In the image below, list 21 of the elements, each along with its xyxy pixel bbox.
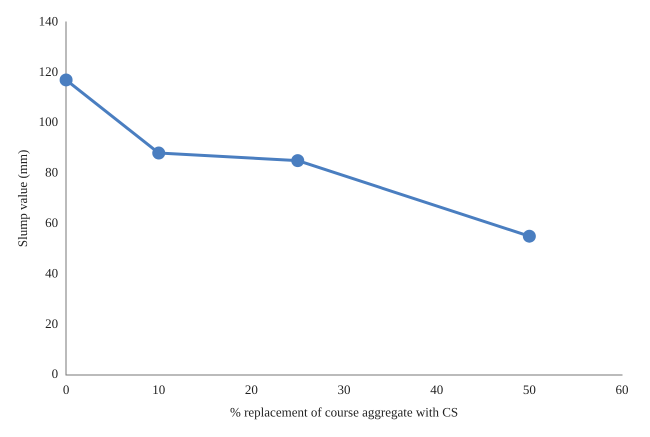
y-axis-title: Slump value (mm) bbox=[15, 150, 30, 248]
x-tick-label: 30 bbox=[338, 382, 351, 398]
y-tick-label: 20 bbox=[45, 316, 58, 331]
y-tick-label: 120 bbox=[38, 64, 58, 79]
x-tick-label: 20 bbox=[244, 382, 258, 398]
x-tick-label: 40 bbox=[430, 382, 444, 398]
x-tick-label: 0 bbox=[62, 382, 70, 398]
point bbox=[291, 154, 304, 168]
x-tick-label: 60 bbox=[616, 382, 628, 398]
y-tick-label: 0 bbox=[52, 366, 58, 382]
y-tick-label: 80 bbox=[45, 164, 58, 180]
y-tick-label: 140 bbox=[38, 13, 58, 28]
x-axis-title: % replacement of course aggregate with CS bbox=[230, 404, 458, 420]
point bbox=[152, 146, 166, 160]
x-tick-label: 10 bbox=[152, 382, 166, 398]
y-tick-label: 60 bbox=[45, 215, 58, 230]
y-tick-label: 100 bbox=[38, 114, 58, 130]
x-tick-label: 50 bbox=[522, 382, 536, 398]
point bbox=[60, 73, 73, 86]
y-tick-label: 40 bbox=[45, 265, 58, 280]
point bbox=[522, 230, 536, 243]
